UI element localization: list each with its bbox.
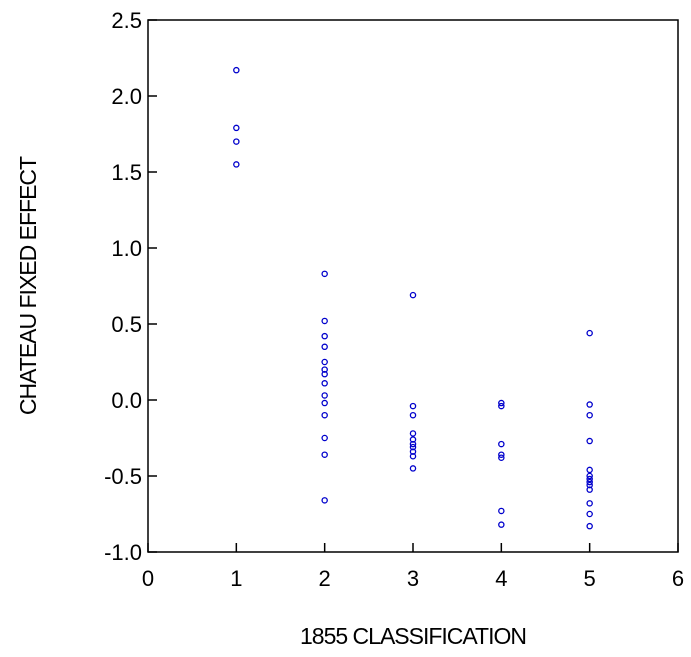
y-tick-label: -1.0 (104, 540, 142, 565)
data-point (586, 486, 593, 493)
data-point (321, 358, 328, 366)
plot-frame (147, 19, 679, 553)
data-point (409, 411, 417, 419)
data-point (321, 434, 328, 442)
data-point (233, 161, 240, 168)
data-point (321, 392, 328, 399)
y-tick-label: 1.5 (111, 160, 142, 185)
data-point (409, 465, 417, 472)
y-axis-ticks: -1.0 -0.5 0.0 0.5 1.0 1.5 2.0 2.5 (104, 8, 157, 565)
data-point (233, 124, 240, 132)
data-point (586, 401, 593, 408)
data-point (321, 343, 328, 351)
data-point (586, 466, 593, 474)
data-point (586, 472, 593, 480)
data-point (409, 452, 417, 460)
data-point (586, 437, 593, 445)
data-point (409, 291, 417, 299)
data-point (586, 510, 593, 518)
data-points (233, 66, 593, 530)
data-point (586, 478, 593, 486)
data-point (321, 270, 328, 278)
x-tick-label: 1 (230, 566, 242, 591)
x-tick-label: 2 (319, 566, 331, 591)
data-point (586, 475, 593, 483)
data-point (233, 66, 240, 74)
y-tick-label: 2.5 (111, 8, 142, 33)
x-tick-label: 6 (672, 566, 684, 591)
data-point (498, 451, 505, 458)
y-tick-label: 1.0 (111, 236, 142, 261)
data-point (321, 451, 328, 458)
data-point (321, 332, 328, 340)
x-axis-ticks: 0 1 2 3 4 5 6 (142, 543, 684, 591)
data-point (586, 329, 593, 337)
x-tick-label: 5 (584, 566, 596, 591)
y-axis-title: CHATEAU FIXED EFFECT (15, 156, 41, 415)
y-tick-label: 0.0 (111, 388, 142, 413)
y-tick-label: 0.5 (111, 312, 142, 337)
data-point (321, 370, 328, 378)
x-axis-title: 1855 CLASSIFICATION (300, 623, 526, 649)
data-point (321, 411, 328, 419)
data-point (498, 399, 505, 407)
y-tick-label: 2.0 (111, 84, 142, 109)
x-tick-label: 0 (142, 566, 154, 591)
data-point (409, 402, 417, 410)
data-point (233, 138, 240, 145)
data-point (586, 411, 593, 419)
data-point (321, 399, 328, 407)
data-point (321, 380, 328, 387)
data-point (409, 430, 417, 437)
data-point (586, 500, 593, 507)
data-point (321, 317, 328, 325)
data-point (498, 402, 505, 410)
data-point (586, 522, 593, 530)
x-tick-label: 4 (495, 566, 507, 591)
data-point (321, 497, 328, 504)
data-point (498, 454, 505, 462)
x-tick-label: 3 (407, 566, 419, 591)
data-point (498, 507, 505, 515)
data-point (409, 440, 417, 448)
data-point (498, 521, 505, 528)
data-point (498, 440, 505, 448)
y-tick-label: -0.5 (104, 464, 142, 489)
